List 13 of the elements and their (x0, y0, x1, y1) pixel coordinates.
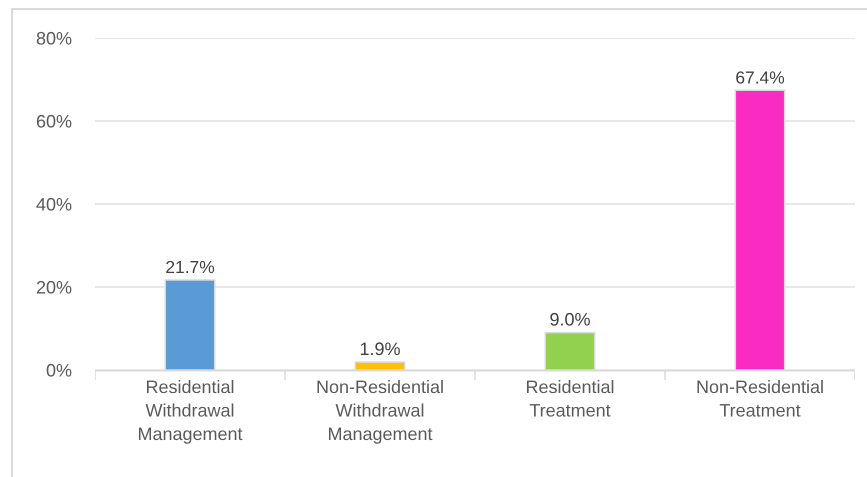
data-label: 9.0% (549, 310, 591, 330)
y-tick-label: 40% (36, 194, 72, 214)
x-tick-label: Residential Treatment (525, 377, 615, 420)
data-label: 1.9% (359, 339, 401, 360)
y-tick-label: 20% (36, 277, 72, 298)
y-tick-label: 80% (36, 28, 72, 48)
data-label: 67.4% (735, 67, 785, 88)
x-tick-label: Non-Residential Treatment (696, 377, 824, 420)
y-tick-label: 60% (36, 111, 72, 132)
x-tick-label: Non-Residential Withdrawal Management (316, 377, 444, 444)
y-tick-label: 0% (46, 360, 72, 380)
x-tick-label: Residential Withdrawal Management (137, 377, 243, 444)
data-label: 21.7% (165, 257, 215, 278)
